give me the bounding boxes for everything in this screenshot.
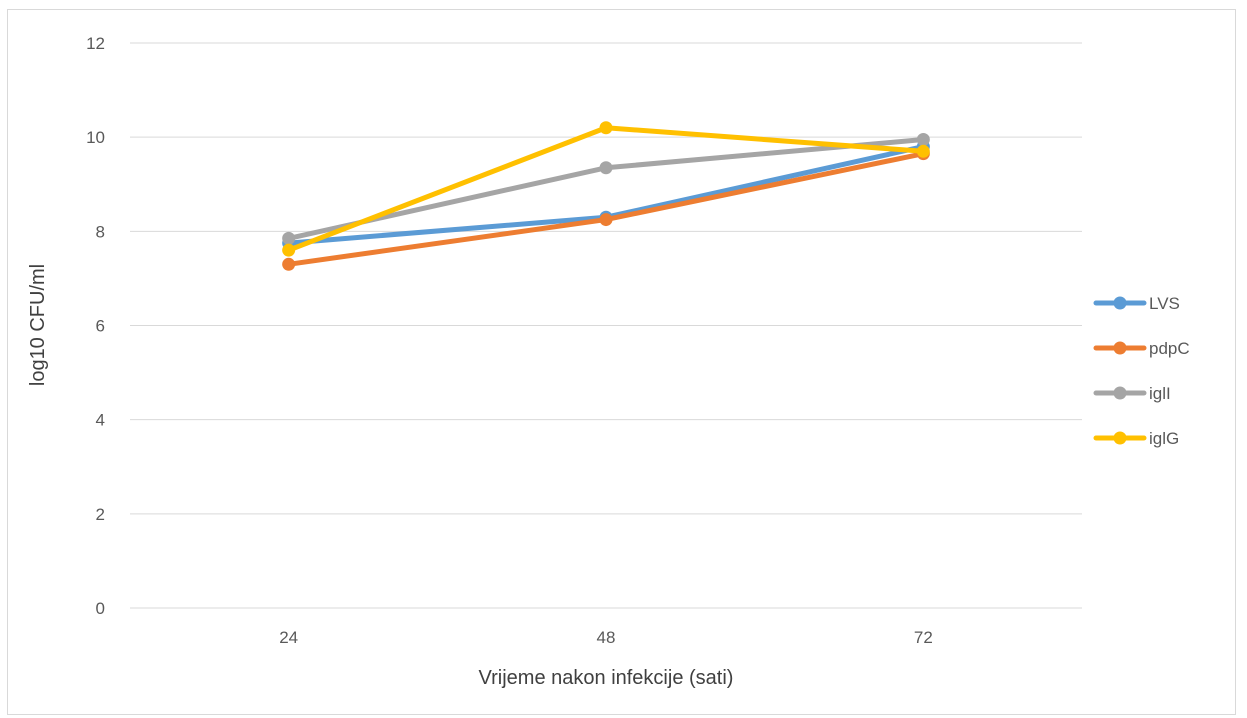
data-point-pdpC <box>282 257 296 271</box>
y-axis-title: log10 CFU/ml <box>27 264 49 386</box>
legend-marker <box>1113 431 1127 445</box>
legend-label: iglI <box>1149 384 1171 403</box>
legend: LVS pdpC iglI iglG <box>1093 294 1190 448</box>
data-point-iglG <box>916 144 930 158</box>
data-point-iglG <box>599 121 613 135</box>
x-tick-label: 48 <box>597 628 616 647</box>
series-line-LVS <box>286 144 926 246</box>
data-point-iglI <box>916 133 930 147</box>
data-point-iglI <box>282 231 296 245</box>
legend-marker <box>1113 341 1127 355</box>
y-tick-label: 4 <box>96 411 105 430</box>
x-axis-title: Vrijeme nakon infekcije (sati) <box>479 667 734 689</box>
data-point-iglI <box>599 161 613 175</box>
legend-label: pdpC <box>1149 339 1190 358</box>
y-tick-label: 2 <box>96 505 105 524</box>
legend-label: iglG <box>1149 429 1179 448</box>
y-axis-ticks: 0 2 4 6 8 10 12 <box>86 34 105 618</box>
data-point-iglG <box>282 243 296 257</box>
x-axis-ticks: 24 48 72 <box>279 628 933 647</box>
x-tick-label: 72 <box>914 628 933 647</box>
series-lines <box>282 121 930 271</box>
data-point-pdpC <box>599 213 613 227</box>
y-tick-label: 6 <box>96 317 105 336</box>
y-tick-label: 10 <box>86 128 105 147</box>
x-tick-label: 24 <box>279 628 298 647</box>
y-tick-label: 12 <box>86 34 105 53</box>
y-tick-label: 0 <box>96 599 105 618</box>
legend-marker <box>1113 296 1127 310</box>
legend-label: LVS <box>1149 294 1180 313</box>
y-tick-label: 8 <box>96 222 105 241</box>
legend-marker <box>1113 386 1127 400</box>
